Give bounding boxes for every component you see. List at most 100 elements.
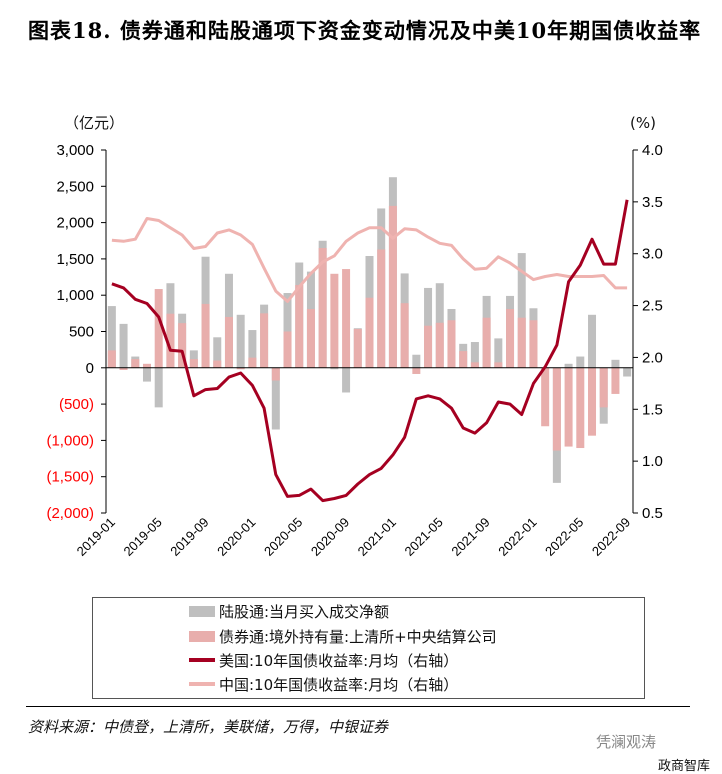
- bond-connect-bar: [236, 367, 245, 370]
- right-tick-label: 4.0: [642, 142, 663, 159]
- left-axis-unit: （亿元）: [64, 114, 124, 132]
- bond-connect-bar: [107, 350, 116, 368]
- x-tick-label: 2021-01: [355, 515, 399, 559]
- right-tick-label: 0.5: [642, 505, 663, 522]
- bond-connect-bars: [107, 205, 620, 451]
- left-tick-label: (500): [59, 396, 94, 413]
- divider: [26, 706, 690, 707]
- bond-connect-bar: [142, 363, 151, 368]
- x-tick-label: 2019-09: [167, 515, 211, 559]
- bond-connect-bar: [377, 249, 386, 368]
- bond-connect-bar: [131, 359, 140, 368]
- right-tick-label: 3.5: [642, 194, 663, 211]
- stock-connect-bar: [154, 367, 163, 408]
- right-tick-label: 2.0: [642, 349, 663, 366]
- stock-connect-bar: [576, 356, 585, 368]
- bond-connect-bar: [564, 367, 573, 447]
- bond-connect-bar: [154, 289, 163, 368]
- bond-connect-bar: [330, 273, 339, 368]
- x-tick-label: 2022-01: [495, 515, 539, 559]
- left-tick-label: (1,000): [46, 432, 94, 449]
- bond-connect-bar: [517, 317, 526, 368]
- bond-connect-bar: [541, 367, 550, 427]
- bond-connect-bar: [576, 367, 585, 449]
- bond-connect-bar: [295, 285, 304, 368]
- stock-connect-bar: [564, 363, 573, 368]
- x-tick-label: 2019-05: [120, 515, 164, 559]
- bond-connect-bar: [353, 328, 362, 368]
- chart: （亿元） (%) 3,000 2,500 2,000 1,500 1,000 500 0 (5…: [46, 114, 663, 559]
- legend-item-stock-connect: 陆股通:当月买入成交净额: [189, 601, 389, 621]
- x-tick-label: 2020-05: [261, 515, 305, 559]
- stock-connect-bar: [342, 367, 351, 393]
- bond-connect-bar: [552, 367, 561, 451]
- bond-connect-bar: [166, 313, 175, 368]
- bond-connect-bar: [424, 325, 433, 368]
- stock-connect-bar: [611, 359, 620, 368]
- legend-label: 债券通:境外持有量:上清所+中央结算公司: [219, 627, 497, 646]
- watermark-text: 政商智库: [658, 759, 711, 774]
- left-tick-label: (2,000): [46, 505, 94, 522]
- stock-connect-bar: [412, 354, 421, 368]
- stock-connect-bar: [236, 314, 245, 368]
- left-tick-label: 0: [86, 360, 94, 377]
- right-axis-unit: (%): [630, 114, 656, 132]
- source-note: 资料来源：中债登，上清所，美联储，万得，中银证券: [28, 718, 389, 736]
- bond-connect-bar: [271, 367, 280, 381]
- legend-label: 中国:10年国债收益率:月均（右轴）: [219, 675, 459, 694]
- bond-connect-bar: [588, 367, 597, 436]
- legend-item-bond-connect: 债券通:境外持有量:上清所+中央结算公司: [189, 626, 497, 646]
- stock-connect-bar: [248, 330, 257, 368]
- bond-connect-bar: [459, 351, 468, 368]
- bond-connect-bar: [178, 323, 187, 368]
- left-tick-label: 2,000: [56, 215, 94, 232]
- stock-connect-bar: [517, 253, 526, 368]
- right-tick-label: 1.0: [642, 453, 663, 470]
- bond-connect-bar: [283, 331, 292, 368]
- bond-connect-bar: [388, 205, 397, 368]
- legend-label: 陆股通:当月买入成交净额: [219, 602, 390, 621]
- bond-connect-bar: [365, 297, 374, 368]
- legend-item-us10y: 美国:10年国债收益率:月均（右轴）: [189, 650, 458, 670]
- watermark-wechat: 凭澜观涛: [596, 733, 657, 751]
- bond-connect-bar: [342, 269, 351, 368]
- legend: 陆股通:当月买入成交净额 债券通:境外持有量:上清所+中央结算公司 美国:10年…: [92, 597, 645, 699]
- bond-connect-bar: [482, 317, 491, 368]
- stock-connect-bar: [271, 367, 280, 430]
- bond-connect-bar: [224, 316, 233, 368]
- bond-connect-bar: [435, 322, 444, 368]
- legend-swatch-pink: [189, 630, 215, 642]
- bond-connect-bar: [400, 303, 409, 368]
- bond-connect-bar: [506, 308, 515, 368]
- stock-connect-bar: [623, 367, 632, 377]
- bond-connect-bar: [306, 308, 315, 368]
- bond-connect-bar: [470, 362, 479, 368]
- right-tick-label: 1.5: [642, 401, 663, 418]
- left-tick-label: 1,500: [56, 251, 94, 268]
- bond-connect-bar: [529, 320, 538, 368]
- x-tick-label: 2021-05: [402, 515, 446, 559]
- bond-connect-bar: [260, 313, 269, 368]
- stock-connect-bar: [283, 293, 292, 368]
- cn10y-line: [111, 217, 628, 303]
- stock-connect-bar: [142, 367, 151, 382]
- bond-connect-bar: [318, 248, 327, 368]
- legend-item-cn10y: 中国:10年国债收益率:月均（右轴）: [189, 674, 458, 694]
- bond-connect-bar: [201, 303, 210, 368]
- bond-connect-bar: [213, 360, 222, 368]
- right-tick-label: 2.5: [642, 298, 663, 315]
- right-tick-label: 3.0: [642, 246, 663, 263]
- bond-connect-bar: [248, 357, 257, 368]
- stock-connect-bar: [330, 367, 339, 370]
- x-tick-label: 2021-09: [448, 515, 492, 559]
- left-tick-label: (1,500): [46, 469, 94, 486]
- x-tick-label: 2022-09: [589, 515, 633, 559]
- left-tick-label: 1,000: [56, 287, 94, 304]
- legend-swatch-lightpink: [189, 682, 215, 686]
- stock-connect-bar: [213, 337, 222, 368]
- x-tick-label: 2022-05: [542, 515, 586, 559]
- yield-lines: [111, 199, 629, 503]
- stock-connect-bar: [470, 342, 479, 368]
- legend-label: 美国:10年国债收益率:月均（右轴）: [219, 651, 459, 670]
- bond-connect-bar: [412, 367, 421, 374]
